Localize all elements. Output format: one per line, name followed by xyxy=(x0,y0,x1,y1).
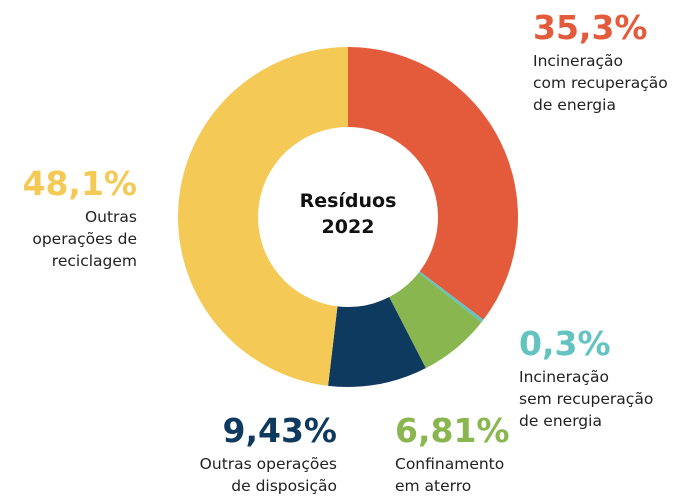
value-label: 48,1% xyxy=(22,164,138,203)
slice xyxy=(177,47,348,386)
category-label: Incineração sem recuperação de energia xyxy=(519,368,654,430)
slice xyxy=(389,272,482,369)
value-label: 9,43% xyxy=(222,411,338,450)
category-label: Confinamento em aterro xyxy=(395,455,505,495)
slice xyxy=(328,297,426,388)
category-label: Outras operações de reciclagem xyxy=(32,208,137,270)
category-label: Outras operações de disposição xyxy=(199,455,337,495)
value-label: 6,81% xyxy=(395,411,510,450)
value-label: 0,3% xyxy=(519,324,611,363)
category-label: Incineração com recuperação de energia xyxy=(533,52,668,114)
slice xyxy=(418,271,484,323)
value-label: 35,3% xyxy=(533,8,648,47)
slice xyxy=(348,47,518,320)
chart-title: Resíduos 2022 xyxy=(299,190,397,238)
